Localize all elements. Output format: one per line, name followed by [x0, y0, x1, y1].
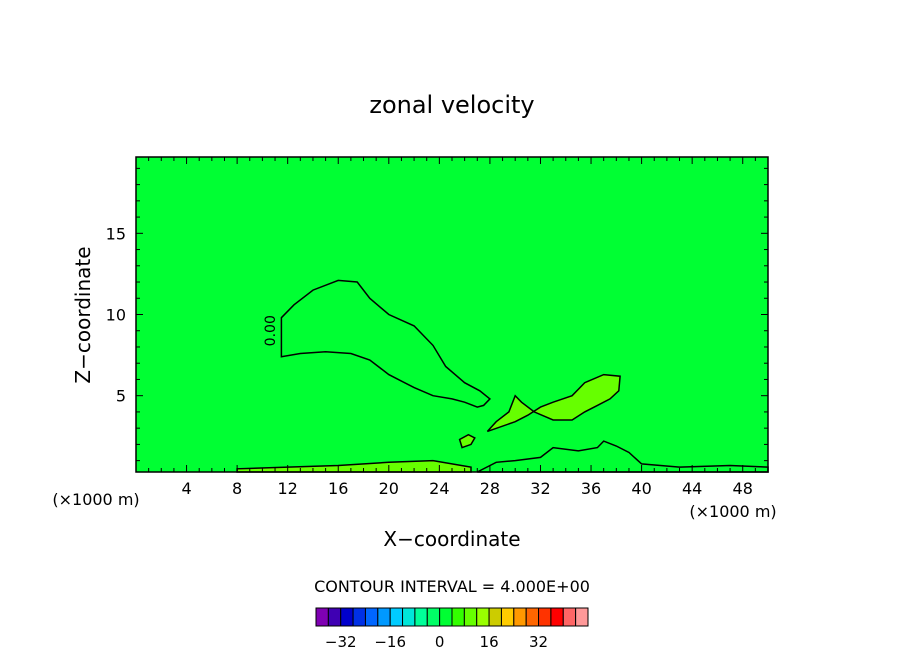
colorbar: −32 −16 0 16 32	[315, 607, 589, 651]
x-tick-label: 32	[530, 479, 550, 498]
region-positive-plume	[486, 373, 621, 433]
colorbar-swatch	[525, 607, 540, 627]
x-units-right: (×1000 m)	[689, 502, 776, 521]
colorbar-tick-label: −16	[374, 633, 406, 651]
colorbar-swatch	[488, 607, 502, 627]
colorbar-swatch	[575, 607, 589, 627]
colorbar-tick-label: −32	[325, 633, 357, 651]
region-surface-negative-zone	[476, 440, 769, 473]
colorbar-swatch	[463, 607, 478, 627]
plot-background	[136, 157, 768, 472]
x-tick-label: 20	[379, 479, 399, 498]
x-tick-label: 4	[181, 479, 191, 498]
x-tick-label: 44	[682, 479, 702, 498]
colorbar-swatch	[389, 607, 404, 627]
colorbar-swatch	[340, 607, 354, 627]
colorbar-swatch	[364, 607, 379, 627]
chart-title: zonal velocity	[369, 91, 534, 119]
colorbar-swatch	[562, 607, 577, 627]
colorbar-swatch	[414, 607, 428, 627]
x-tick-label: 24	[429, 479, 449, 498]
colorbar-swatch	[451, 607, 465, 627]
colorbar-tick-label: 0	[435, 633, 445, 651]
colorbar-swatch	[402, 607, 416, 627]
x-tick-label: 28	[480, 479, 500, 498]
colorbar-swatch	[538, 607, 552, 627]
y-tick-label: 10	[106, 306, 126, 325]
colorbar-swatch	[439, 607, 453, 627]
region-surface-positive-band	[236, 459, 472, 473]
colorbar-swatch	[327, 607, 342, 627]
x-tick-label: 36	[581, 479, 601, 498]
colorbar-swatch	[550, 607, 564, 627]
y-axis-title: Z−coordinate	[71, 246, 95, 383]
region-small-positive-blob	[458, 433, 476, 449]
colorbar-swatch	[476, 607, 490, 627]
colorbar-swatch	[513, 607, 527, 627]
x-tick-label: 40	[631, 479, 651, 498]
contour-interval-label: CONTOUR INTERVAL = 4.000E+00	[314, 577, 590, 596]
contour-label: 0.00	[263, 315, 279, 346]
x-units-left: (×1000 m)	[52, 490, 139, 509]
region-negative-core	[280, 279, 492, 408]
colorbar-tick-label: 32	[529, 633, 548, 651]
x-tick-label: 16	[328, 479, 348, 498]
x-tick-label: 48	[733, 479, 753, 498]
x-axis-title: X−coordinate	[383, 527, 520, 551]
y-tick-label: 15	[106, 224, 126, 243]
colorbar-tick-label: 16	[480, 633, 499, 651]
colorbar-swatch	[315, 607, 329, 627]
colorbar-swatch	[352, 607, 366, 627]
colorbar-swatch	[377, 607, 391, 627]
y-tick-label: 5	[116, 387, 126, 406]
colorbar-swatch	[426, 607, 441, 627]
x-tick-label: 8	[232, 479, 242, 498]
x-tick-label: 12	[278, 479, 298, 498]
colorbar-swatch	[500, 607, 515, 627]
